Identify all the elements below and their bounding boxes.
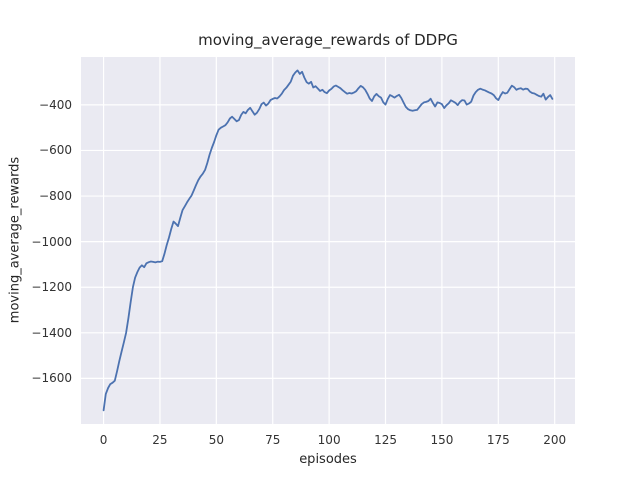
plot-svg (81, 57, 575, 424)
y-tick-label: −1600 (31, 371, 72, 386)
x-tick-label: 150 (430, 433, 454, 447)
x-tick-label: 125 (374, 433, 397, 447)
x-tick-label: 25 (152, 433, 168, 447)
x-tick-label: 100 (317, 433, 341, 447)
y-tick-label: −600 (39, 143, 72, 158)
y-tick-label: −800 (39, 189, 72, 204)
y-tick-label: −1400 (31, 325, 72, 340)
x-axis-label: episodes (299, 452, 357, 467)
x-tick-label: 75 (265, 433, 281, 447)
x-tick-label: 175 (486, 433, 510, 447)
y-tick-label: −1200 (31, 280, 72, 295)
x-tick-label: 0 (99, 433, 108, 447)
chart-title: moving_average_rewards of DDPG (198, 31, 458, 49)
x-tick-label: 200 (543, 433, 567, 447)
plot-area (81, 57, 575, 424)
reward-line (102, 69, 554, 412)
y-tick-label: −1000 (31, 234, 72, 249)
x-tick-label: 50 (208, 433, 224, 447)
y-tick-label: −400 (39, 97, 72, 112)
